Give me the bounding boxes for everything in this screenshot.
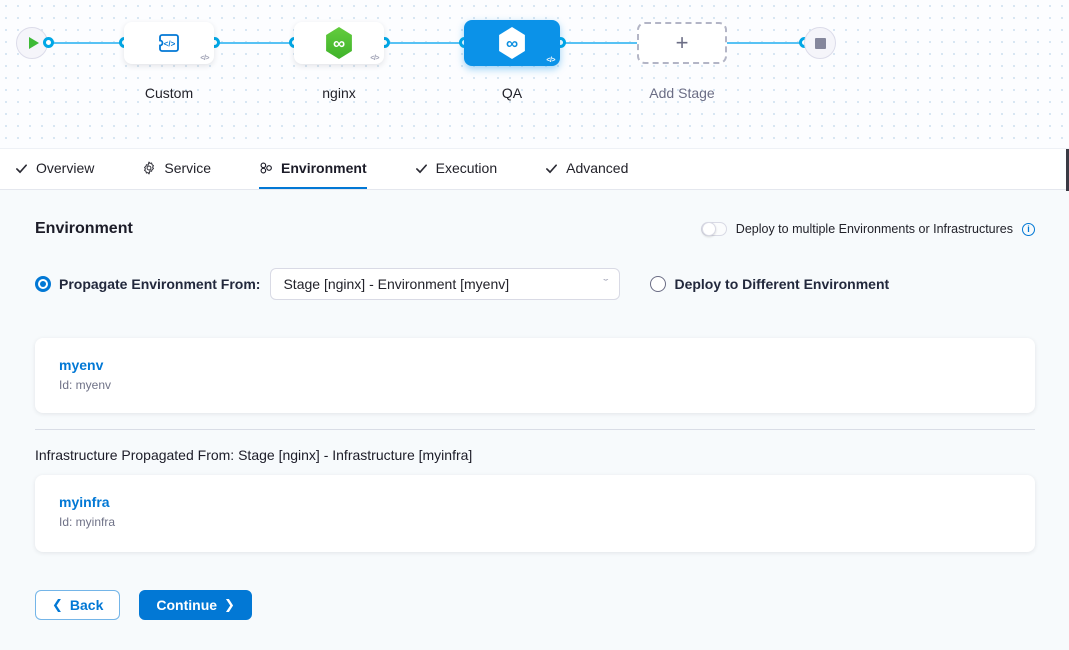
toggle-knob <box>701 222 716 236</box>
stage-label-nginx: nginx <box>322 85 356 101</box>
continue-button[interactable]: Continue ❯ <box>139 590 252 620</box>
infrastructure-card: myinfra Id: myinfra <box>35 475 1035 552</box>
tab-execution[interactable]: Execution <box>415 149 497 189</box>
tab-label: Environment <box>281 160 367 176</box>
environment-name-link[interactable]: myenv <box>59 357 104 373</box>
propagate-environment-select-value: Stage [nginx] - Environment [myenv] <box>283 276 510 292</box>
play-icon <box>28 37 39 49</box>
different-environment-radio[interactable] <box>650 276 667 292</box>
tab-environment[interactable]: Environment <box>259 149 367 189</box>
multi-env-toggle[interactable] <box>700 222 727 236</box>
stop-icon <box>814 37 826 49</box>
connector-line <box>214 42 296 44</box>
chevron-down-icon: ˇ <box>603 278 609 290</box>
stage-card-nginx[interactable]: ∞ </> <box>294 22 384 64</box>
multi-env-toggle-label: Deploy to multiple Environments or Infra… <box>735 222 1013 236</box>
back-button[interactable]: ❮ Back <box>35 590 121 620</box>
tab-label: Service <box>164 160 212 176</box>
plus-icon: + <box>675 30 689 55</box>
add-stage-button[interactable]: + <box>637 22 727 64</box>
divider <box>35 429 1035 430</box>
chevron-right-icon: ❯ <box>224 597 235 612</box>
pipeline-end-node[interactable] <box>804 27 836 59</box>
tab-service[interactable]: Service <box>142 149 211 189</box>
check-icon <box>15 162 28 175</box>
section-heading-environment: Environment <box>35 220 133 237</box>
connector-line <box>727 42 806 44</box>
infrastructure-propagated-heading: Infrastructure Propagated From: Stage [n… <box>35 447 473 463</box>
tab-label: Execution <box>435 160 498 176</box>
code-view-icon[interactable]: </> <box>370 55 379 62</box>
propagate-environment-select[interactable]: Stage [nginx] - Environment [myenv] ˇ <box>270 268 621 300</box>
stage-tabbar: Overview Service Environment Execution A… <box>0 148 1069 191</box>
environment-card: myenv Id: myenv <box>35 338 1035 413</box>
pipeline-start-node[interactable] <box>16 27 48 59</box>
stage-label-qa: QA <box>501 85 523 101</box>
check-icon <box>415 162 428 175</box>
code-view-icon[interactable]: </> <box>200 55 209 62</box>
stage-label-add-stage: Add Stage <box>649 85 715 101</box>
info-icon[interactable]: i <box>1022 222 1035 236</box>
connector-line <box>48 42 126 44</box>
deploy-stage-icon: ∞ <box>326 27 352 59</box>
infrastructure-id-text: Id: myinfra <box>59 515 116 529</box>
svg-text:</>: </> <box>164 40 176 49</box>
propagate-environment-radio-label: Propagate Environment From: <box>59 276 261 292</box>
tab-label: Advanced <box>566 160 629 176</box>
connector-line <box>560 42 639 44</box>
tab-overview[interactable]: Overview <box>15 149 94 189</box>
stage-card-qa[interactable]: ∞ </> <box>464 20 560 66</box>
back-button-label: Back <box>69 597 104 613</box>
tab-advanced[interactable]: Advanced <box>545 149 628 189</box>
infrastructure-name-link[interactable]: myinfra <box>59 494 110 510</box>
different-environment-radio-label: Deploy to Different Environment <box>674 276 890 292</box>
scrollbar-thumb[interactable] <box>1066 149 1069 191</box>
environments-icon <box>259 161 273 175</box>
code-view-icon[interactable]: </> <box>546 57 555 64</box>
stage-label-custom: Custom <box>144 85 194 101</box>
chevron-left-icon: ❮ <box>52 597 63 612</box>
propagate-environment-radio[interactable] <box>35 276 51 292</box>
custom-stage-icon: </> <box>156 30 182 56</box>
continue-button-label: Continue <box>156 597 218 613</box>
gear-icon <box>142 161 156 175</box>
environment-tab-panel: Environment Deploy to multiple Environme… <box>0 190 1069 620</box>
pipeline-canvas: </> </> ∞ </> ∞ </> + Custom nginx QA Ad… <box>0 0 1069 148</box>
link-dot[interactable] <box>43 37 54 48</box>
check-icon <box>545 162 558 175</box>
connector-line <box>384 42 466 44</box>
deploy-stage-icon: ∞ <box>499 27 525 59</box>
environment-id-text: Id: myenv <box>59 378 112 392</box>
stage-card-custom[interactable]: </> </> <box>124 22 214 64</box>
tab-label: Overview <box>36 160 95 176</box>
